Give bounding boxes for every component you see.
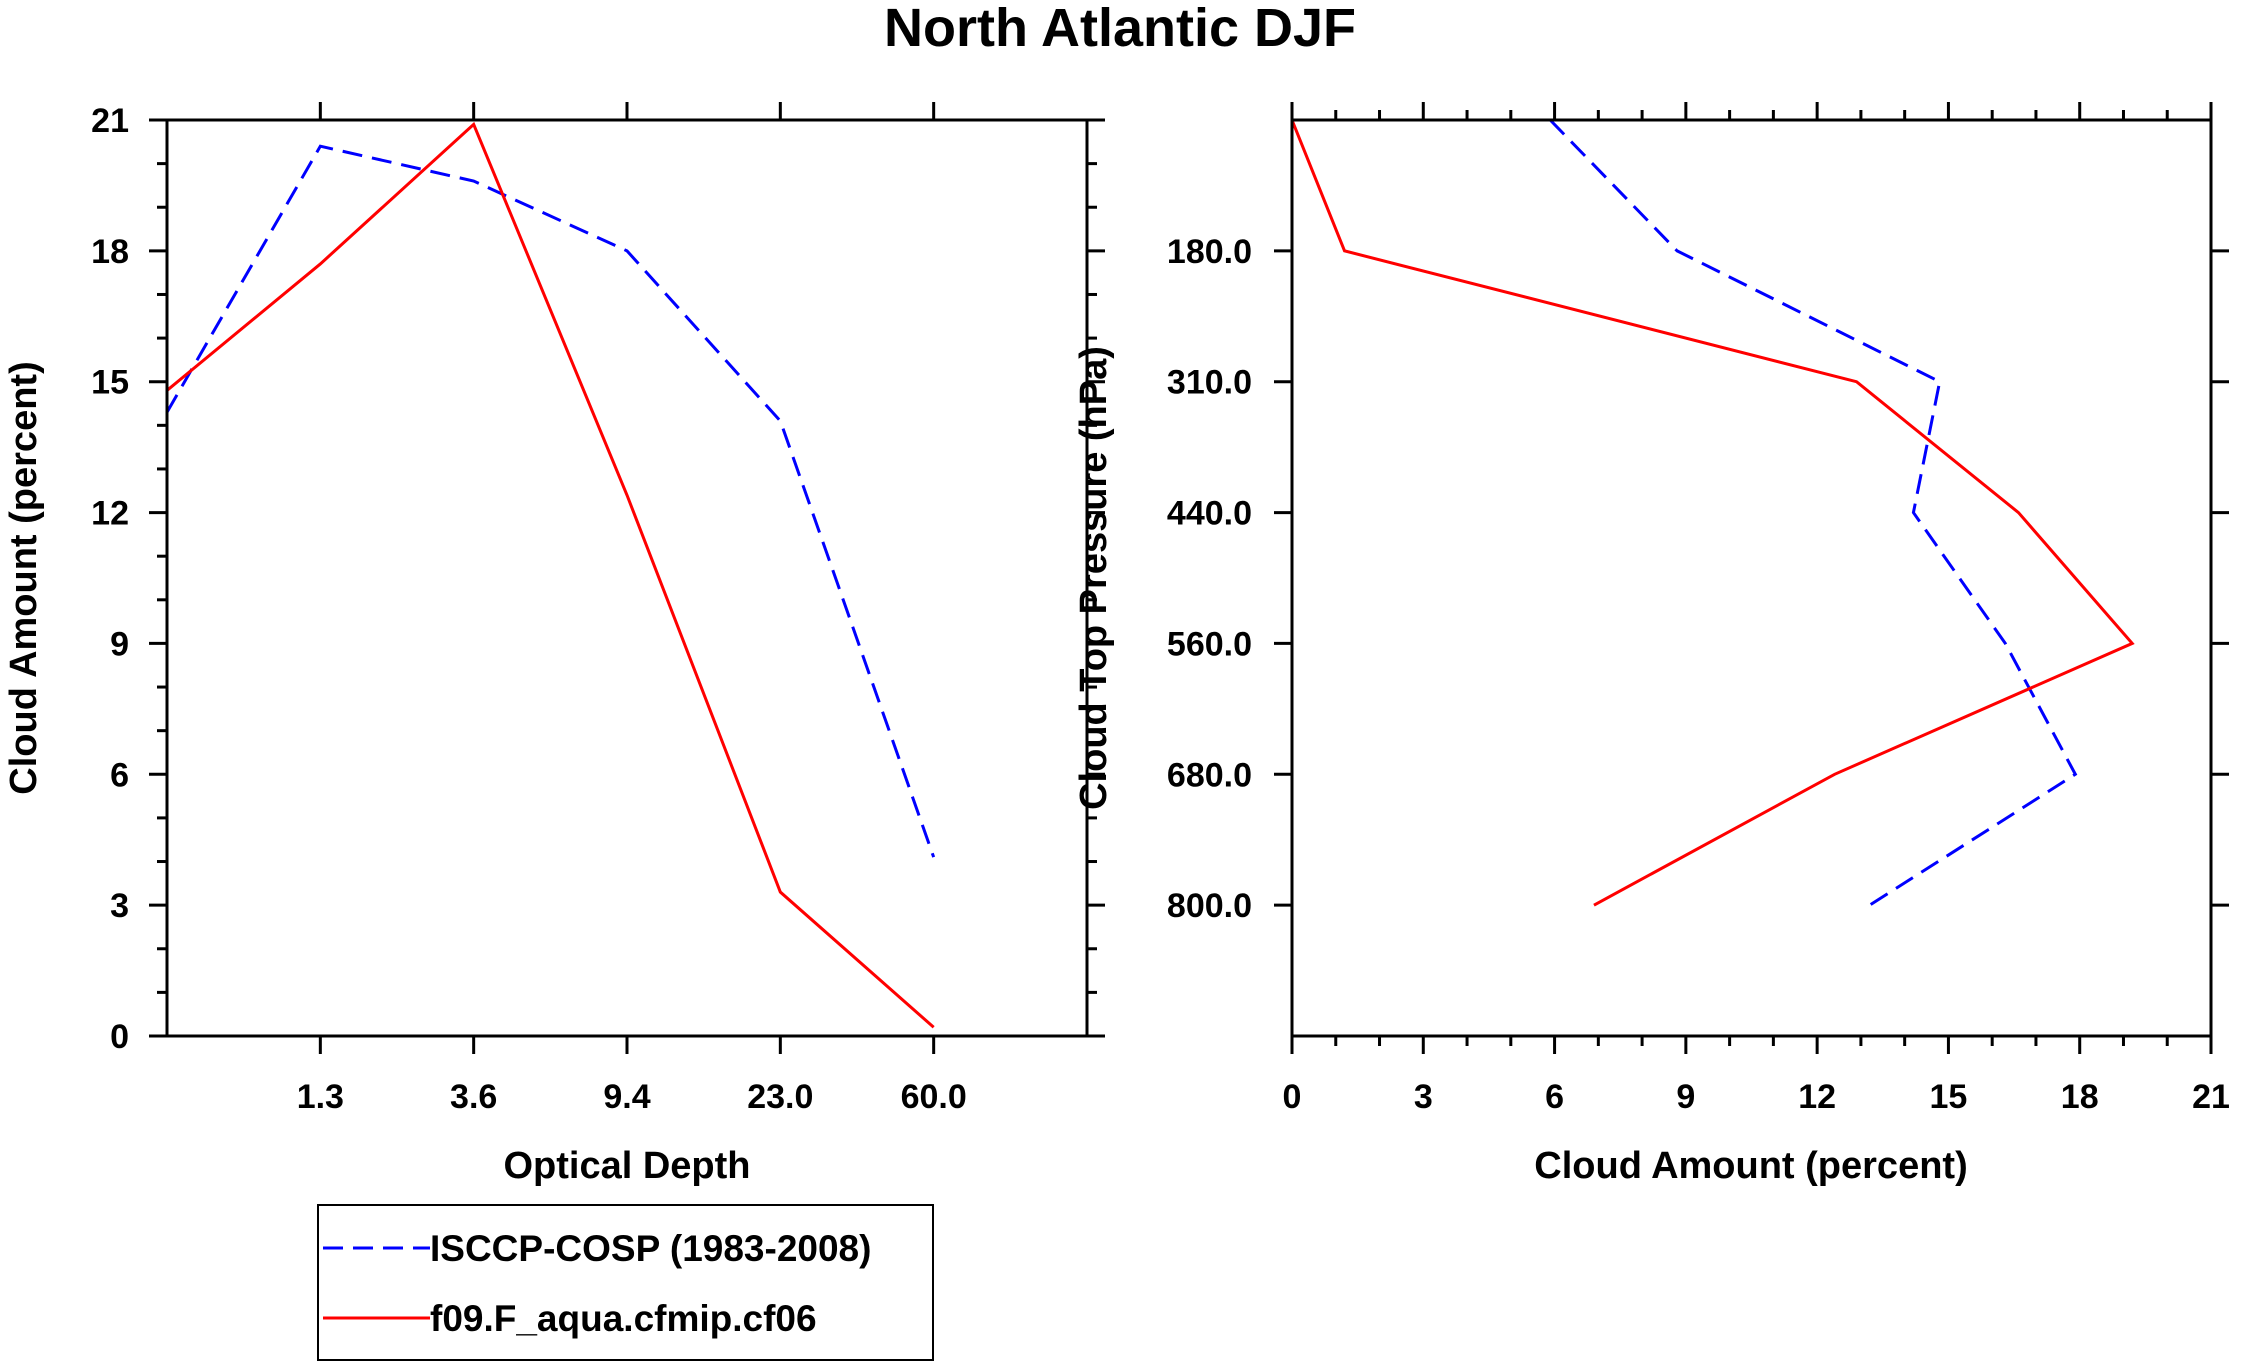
- right-x-tick-label: 9: [1676, 1078, 1695, 1116]
- left-x-tick-label: 1.3: [297, 1078, 344, 1116]
- left-series-model-line: [166, 121, 935, 1029]
- right-plot-frame: [1290, 118, 2213, 1038]
- right-x-axis-label: Cloud Amount (percent): [1534, 1145, 1967, 1187]
- legend: ISCCP-COSP (1983-2008) f09.F_aqua.cfmip.…: [317, 1204, 934, 1361]
- left-y-tick-label: 15: [91, 364, 129, 402]
- right-y-tick-label: 800.0: [1167, 887, 1252, 925]
- figure-title: North Atlantic DJF: [884, 0, 1356, 58]
- right-x-tick-label: 0: [1283, 1078, 1302, 1116]
- left-y-tick-label: 6: [110, 756, 129, 794]
- right-series-isccp-line: [1549, 118, 2078, 907]
- left-y-tick-label: 12: [91, 495, 129, 533]
- legend-label-obs: ISCCP-COSP (1983-2008): [430, 1228, 871, 1269]
- right-series-model-line: [1290, 119, 2135, 907]
- left-x-tick-label: 60.0: [901, 1078, 967, 1116]
- right-x-tick-label: 3: [1414, 1078, 1433, 1116]
- right-y-tick-label: 440.0: [1167, 495, 1252, 533]
- left-x-tick-label: 23.0: [747, 1078, 813, 1116]
- legend-label-model: f09.F_aqua.cfmip.cf06: [430, 1298, 817, 1339]
- right-y-axis-label: Cloud Top Pressure (hPa): [1073, 346, 1115, 810]
- right-x-tick-label: 18: [2061, 1078, 2099, 1116]
- left-x-tick-label: 3.6: [450, 1078, 497, 1116]
- left-y-tick-label: 3: [110, 887, 129, 925]
- legend-box: [317, 1204, 934, 1361]
- left-y-tick-label: 0: [110, 1018, 129, 1056]
- right-x-tick-label: 6: [1545, 1078, 1564, 1116]
- left-x-tick-label: 9.4: [603, 1078, 650, 1116]
- cloud-top-pressure-panel: 0 3 6 9 12 15 18 21 180.0 310.0 440.0 560.0 680.0 800…: [1073, 102, 2230, 1187]
- left-series-isccp-line: [165, 144, 936, 858]
- left-plot-frame: [165, 118, 1089, 1038]
- left-y-tick-label: 21: [91, 102, 129, 140]
- left-x-axis-label: Optical Depth: [503, 1145, 750, 1187]
- right-y-tick-label: 180.0: [1167, 233, 1252, 271]
- optical-depth-panel: 0 3 6 9 12 15 18 21 1.3 3.6 9.4 23.0 60.0 Optical De…: [3, 102, 1105, 1187]
- right-y-tick-label: 310.0: [1167, 364, 1252, 402]
- left-y-tick-label: 18: [91, 233, 129, 271]
- right-x-tick-label: 12: [1798, 1078, 1836, 1116]
- right-y-tick-label: 680.0: [1167, 756, 1252, 794]
- left-y-axis-label: Cloud Amount (percent): [3, 361, 45, 794]
- right-y-tick-label: 560.0: [1167, 625, 1252, 663]
- left-y-tick-label: 9: [110, 625, 129, 663]
- right-x-tick-label: 15: [1930, 1078, 1968, 1116]
- right-x-tick-label: 21: [2192, 1078, 2230, 1116]
